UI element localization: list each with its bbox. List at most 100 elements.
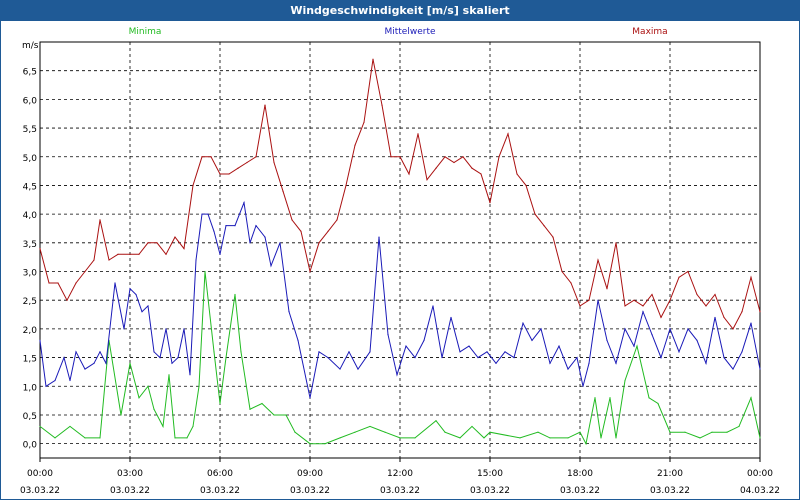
data-point-mittelwerte bbox=[255, 225, 257, 227]
x-tick-time-label: 00:00 bbox=[27, 469, 53, 479]
y-tick-label: 0,5 bbox=[23, 412, 37, 422]
data-point-maxima bbox=[408, 173, 410, 175]
x-tick-time-label: 03:00 bbox=[117, 469, 143, 479]
data-point-mittelwerte bbox=[477, 356, 479, 359]
data-point-mittelwerte bbox=[615, 362, 617, 364]
data-point-minima bbox=[600, 437, 602, 439]
data-point-mittelwerte bbox=[432, 305, 434, 307]
data-point-maxima bbox=[138, 253, 140, 255]
data-point-maxima bbox=[228, 173, 230, 175]
data-point-maxima bbox=[687, 270, 689, 273]
x-tick-time-label: 09:00 bbox=[297, 469, 323, 479]
data-point-minima bbox=[726, 431, 728, 433]
y-tick-label: 5,0 bbox=[23, 154, 38, 164]
data-point-mittelwerte bbox=[423, 339, 425, 341]
wind-speed-chart: 0,0 0,5 1,0 1,5 2,0 2,5 3,0 3,5 4,0 4,5 5,0 5,5 6,0 6… bbox=[20, 27, 780, 496]
data-point-minima bbox=[711, 431, 713, 433]
data-point-maxima bbox=[318, 242, 320, 244]
data-point-maxima bbox=[669, 299, 671, 301]
data-point-maxima bbox=[165, 253, 167, 255]
y-tick-label: 3,5 bbox=[23, 240, 37, 250]
data-point-maxima bbox=[117, 253, 119, 255]
data-point-maxima bbox=[516, 173, 518, 175]
data-point-mittelwerte bbox=[225, 225, 227, 227]
data-point-mittelwerte bbox=[495, 362, 497, 364]
data-point-maxima bbox=[417, 133, 419, 135]
data-point-maxima bbox=[219, 173, 221, 175]
data-point-maxima bbox=[372, 58, 374, 60]
data-point-minima bbox=[483, 437, 485, 439]
data-point-maxima bbox=[426, 179, 428, 181]
data-point-maxima bbox=[174, 236, 176, 238]
data-point-minima bbox=[609, 397, 611, 399]
data-point-mittelwerte bbox=[114, 282, 116, 284]
data-point-maxima bbox=[327, 230, 329, 232]
data-point-minima bbox=[444, 431, 446, 433]
data-point-maxima bbox=[210, 156, 212, 158]
data-point-maxima bbox=[336, 219, 338, 221]
data-point-maxima bbox=[381, 104, 383, 106]
data-point-mittelwerte bbox=[633, 345, 635, 347]
data-point-mittelwerte bbox=[153, 351, 155, 353]
series-line-minima bbox=[39, 271, 761, 446]
data-point-maxima bbox=[651, 293, 653, 296]
x-tick-time-label: 00:00 bbox=[747, 469, 773, 479]
y-tick-label: 2,0 bbox=[23, 326, 38, 336]
data-point-maxima bbox=[39, 247, 41, 250]
data-point-mittelwerte bbox=[669, 328, 671, 330]
data-point-mittelwerte bbox=[348, 351, 350, 353]
data-point-minima bbox=[204, 270, 206, 273]
data-point-mittelwerte bbox=[249, 242, 251, 244]
data-point-minima bbox=[219, 402, 221, 405]
data-point-mittelwerte bbox=[441, 356, 443, 359]
data-point-maxima bbox=[48, 282, 50, 284]
data-point-minima bbox=[459, 437, 461, 439]
data-point-mittelwerte bbox=[651, 334, 653, 336]
data-point-mittelwerte bbox=[582, 385, 584, 387]
data-point-maxima bbox=[192, 184, 194, 187]
y-tick-label: 6,0 bbox=[23, 96, 38, 106]
data-point-mittelwerte bbox=[135, 293, 137, 296]
data-point-maxima bbox=[462, 156, 464, 158]
data-point-mittelwerte bbox=[459, 351, 461, 353]
data-point-minima bbox=[168, 374, 170, 376]
data-point-maxima bbox=[156, 242, 158, 244]
data-point-maxima bbox=[255, 156, 257, 158]
data-point-maxima bbox=[183, 247, 185, 250]
data-point-maxima bbox=[66, 299, 68, 301]
data-point-maxima bbox=[633, 299, 635, 301]
data-point-mittelwerte bbox=[450, 316, 452, 319]
data-point-mittelwerte bbox=[486, 351, 488, 353]
data-point-mittelwerte bbox=[597, 299, 599, 301]
data-point-maxima bbox=[723, 316, 725, 319]
data-point-mittelwerte bbox=[468, 345, 470, 347]
data-point-mittelwerte bbox=[396, 374, 398, 376]
data-point-minima bbox=[240, 351, 242, 353]
data-point-maxima bbox=[489, 202, 491, 204]
data-point-mittelwerte bbox=[63, 356, 65, 359]
data-point-minima bbox=[129, 362, 131, 364]
data-point-maxima bbox=[201, 156, 203, 158]
y-tick-label: 3,0 bbox=[23, 269, 38, 279]
data-point-minima bbox=[435, 420, 437, 422]
data-point-mittelwerte bbox=[279, 242, 281, 244]
data-point-minima bbox=[471, 425, 473, 428]
data-point-mittelwerte bbox=[75, 351, 77, 353]
data-point-maxima bbox=[660, 316, 662, 319]
data-point-maxima bbox=[741, 311, 743, 313]
data-point-maxima bbox=[264, 104, 266, 106]
data-point-maxima bbox=[363, 121, 365, 123]
y-tick-label: 5,5 bbox=[23, 125, 37, 135]
data-point-mittelwerte bbox=[123, 328, 125, 330]
data-point-maxima bbox=[696, 293, 698, 296]
data-point-mittelwerte bbox=[207, 213, 209, 215]
y-tick-label: 6,5 bbox=[23, 68, 37, 78]
data-point-mittelwerte bbox=[183, 328, 185, 330]
data-point-minima bbox=[399, 437, 401, 439]
data-point-maxima bbox=[273, 161, 275, 164]
data-point-mittelwerte bbox=[588, 362, 590, 364]
y-tick-label: 0,0 bbox=[23, 441, 38, 451]
data-point-minima bbox=[369, 425, 371, 428]
data-point-mittelwerte bbox=[69, 379, 71, 382]
data-point-minima bbox=[285, 414, 287, 416]
